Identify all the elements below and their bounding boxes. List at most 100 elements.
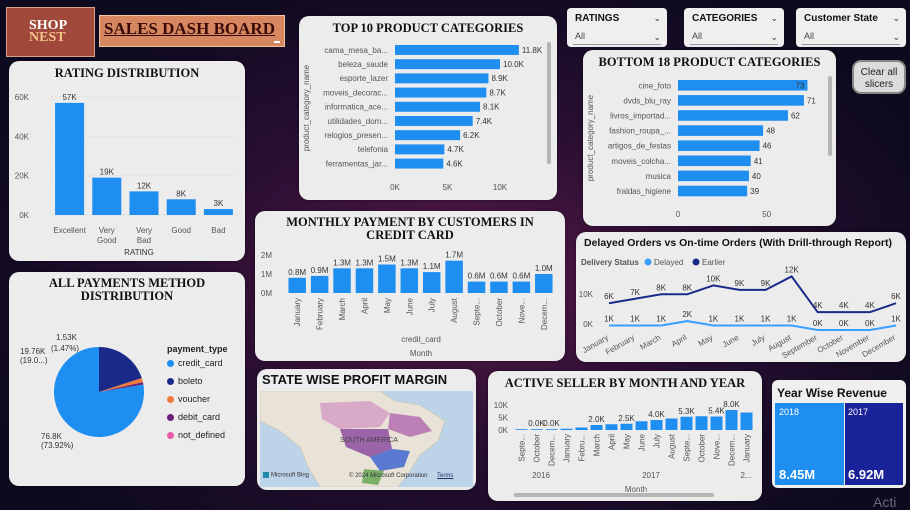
payment-pie-chart: 76.8K(73.92%) 19.76K(19.0...) 1.53K (1.47%) bbox=[20, 333, 144, 450]
data-label: 2.5K bbox=[618, 414, 635, 423]
bar bbox=[710, 416, 723, 430]
bar bbox=[400, 268, 419, 293]
data-label: 8K bbox=[176, 189, 186, 198]
y-tick-label: 5K bbox=[498, 414, 508, 423]
ratings-slicer-value: All bbox=[575, 31, 586, 41]
payment-legend-title: payment_type bbox=[167, 344, 228, 354]
bar bbox=[740, 412, 753, 430]
x-tick-label: October bbox=[698, 434, 707, 463]
year-revenue-card: Year Wise Revenue 2018 8.45M 2017 6.92M bbox=[772, 380, 906, 488]
dashboard-title: SALES DASH BOARD bbox=[99, 15, 285, 47]
legend-label: voucher bbox=[178, 394, 211, 404]
chevron-down-icon[interactable]: ⌄ bbox=[892, 32, 900, 42]
data-label: 5.3K bbox=[678, 407, 695, 416]
state-profit-title: STATE WISE PROFIT MARGIN bbox=[262, 372, 448, 387]
bar bbox=[288, 277, 306, 293]
revenue-year: 2017 bbox=[848, 407, 869, 417]
x-tick-label: Nove... bbox=[517, 298, 526, 323]
chevron-down-icon[interactable]: ⌄ bbox=[653, 32, 661, 42]
legend-item[interactable]: debit_card bbox=[167, 412, 220, 422]
x-tick-label: March bbox=[638, 333, 662, 352]
bar bbox=[575, 427, 588, 430]
revenue-tile-2017[interactable]: 2017 6.92M bbox=[845, 403, 903, 485]
legend-item[interactable]: credit_card bbox=[167, 358, 223, 368]
ratings-slicer[interactable]: RATINGS ⌄ All ⌄ bbox=[567, 8, 667, 47]
legend-label: Earlier bbox=[702, 258, 725, 267]
bar bbox=[395, 158, 444, 169]
legend-item[interactable]: boleto bbox=[167, 376, 203, 386]
monthly-payment-card: MONTHLY PAYMENT BY CUSTOMERS IN CREDIT C… bbox=[255, 211, 565, 361]
bar bbox=[680, 416, 693, 430]
slice-label: (19.0...) bbox=[20, 356, 48, 365]
revenue-tile-2018[interactable]: 2018 8.45M bbox=[775, 403, 844, 485]
active-seller-scrollbar[interactable] bbox=[514, 493, 714, 497]
delayed-orders-card: Delayed Orders vs On-time Orders (With D… bbox=[576, 232, 906, 362]
clear-all-slicers-button[interactable]: Clear all slicers bbox=[852, 60, 906, 94]
data-label: 9K bbox=[761, 279, 771, 288]
bottom18-scrollbar[interactable] bbox=[828, 76, 832, 156]
x-tick-label: May bbox=[383, 298, 392, 313]
categories-slicer-label: CATEGORIES bbox=[692, 13, 758, 24]
data-label: 1K bbox=[630, 315, 640, 324]
data-label: 6K bbox=[604, 292, 614, 301]
bar bbox=[678, 170, 749, 182]
clear-all-slicers-label: Clear all slicers bbox=[860, 67, 898, 90]
x-tick-label: Septe... bbox=[683, 434, 692, 462]
x-tick-label: July bbox=[653, 434, 662, 448]
state-profit-card: STATE WISE PROFIT MARGIN SOUTH AMERICA M… bbox=[257, 369, 476, 490]
map-terms-link[interactable]: Terms bbox=[437, 473, 454, 479]
x-tick-label: Very bbox=[99, 226, 115, 235]
legend-label: not_defined bbox=[178, 430, 226, 440]
slice-label: 1.53K bbox=[56, 333, 78, 342]
x-axis-title: Month bbox=[625, 485, 647, 494]
data-label: 1.3M bbox=[333, 258, 351, 267]
year-label: 2017 bbox=[642, 471, 660, 480]
chevron-down-icon: ⌄ bbox=[770, 13, 778, 23]
y-tick-label: 0K bbox=[19, 211, 29, 220]
chevron-down-icon: ⌄ bbox=[892, 13, 900, 23]
y-tick-label: 10K bbox=[579, 290, 594, 299]
x-tick-label: January bbox=[743, 434, 752, 462]
x-tick-label: April bbox=[360, 298, 369, 314]
data-label: 57K bbox=[62, 93, 77, 102]
bar bbox=[678, 80, 808, 91]
data-label: 1K bbox=[656, 315, 666, 324]
data-label: 0K bbox=[813, 319, 823, 328]
categories-slicer[interactable]: CATEGORIES ⌄ All ⌄ bbox=[684, 8, 784, 47]
slice-label: (1.47%) bbox=[51, 344, 79, 353]
x-tick-label: Excellent bbox=[53, 226, 86, 235]
data-label: 0K bbox=[839, 319, 849, 328]
brazil-map[interactable]: SOUTH AMERICA bbox=[260, 391, 473, 487]
x-tick-label: Febru... bbox=[578, 434, 587, 462]
legend-item[interactable]: voucher bbox=[167, 394, 210, 404]
y-tick-label: moveis_colcha... bbox=[611, 157, 671, 166]
bar bbox=[725, 410, 738, 430]
data-label: 40 bbox=[752, 172, 761, 181]
data-label: 48 bbox=[766, 127, 775, 136]
top10-categories-title: TOP 10 PRODUCT CATEGORIES bbox=[332, 21, 524, 35]
data-label: 0.6M bbox=[468, 272, 486, 281]
payment-method-title: ALL PAYMENTS METHOD DISTRIBUTION bbox=[48, 276, 206, 303]
y-tick-label: 0K bbox=[583, 320, 593, 329]
map-region-label: SOUTH AMERICA bbox=[340, 437, 398, 444]
top10-scrollbar[interactable] bbox=[547, 42, 551, 164]
data-label: 2K bbox=[682, 310, 692, 319]
map-brand: Microsoft Bing bbox=[263, 472, 309, 479]
bar bbox=[512, 281, 531, 293]
legend-item[interactable]: not_defined bbox=[167, 430, 225, 440]
x-tick-label: June bbox=[721, 333, 741, 350]
x-tick-label: October bbox=[533, 434, 542, 463]
customer-state-slicer[interactable]: Customer State ⌄ All ⌄ bbox=[796, 8, 906, 47]
y-tick-label: moveis_decorac... bbox=[323, 88, 388, 97]
data-label: 0K bbox=[865, 319, 875, 328]
legend-marker bbox=[167, 378, 174, 386]
chevron-down-icon[interactable]: ⌄ bbox=[770, 32, 778, 42]
y-tick-label: informatica_ace... bbox=[325, 103, 388, 112]
bar bbox=[310, 275, 329, 293]
payment-method-card: ALL PAYMENTS METHOD DISTRIBUTION 76.8K (7… bbox=[9, 272, 245, 486]
data-label: 1K bbox=[735, 315, 745, 324]
y-tick-label: utilidades_dom... bbox=[328, 117, 388, 126]
data-label: 6.2K bbox=[463, 131, 480, 140]
data-label: 8.9K bbox=[491, 74, 508, 83]
